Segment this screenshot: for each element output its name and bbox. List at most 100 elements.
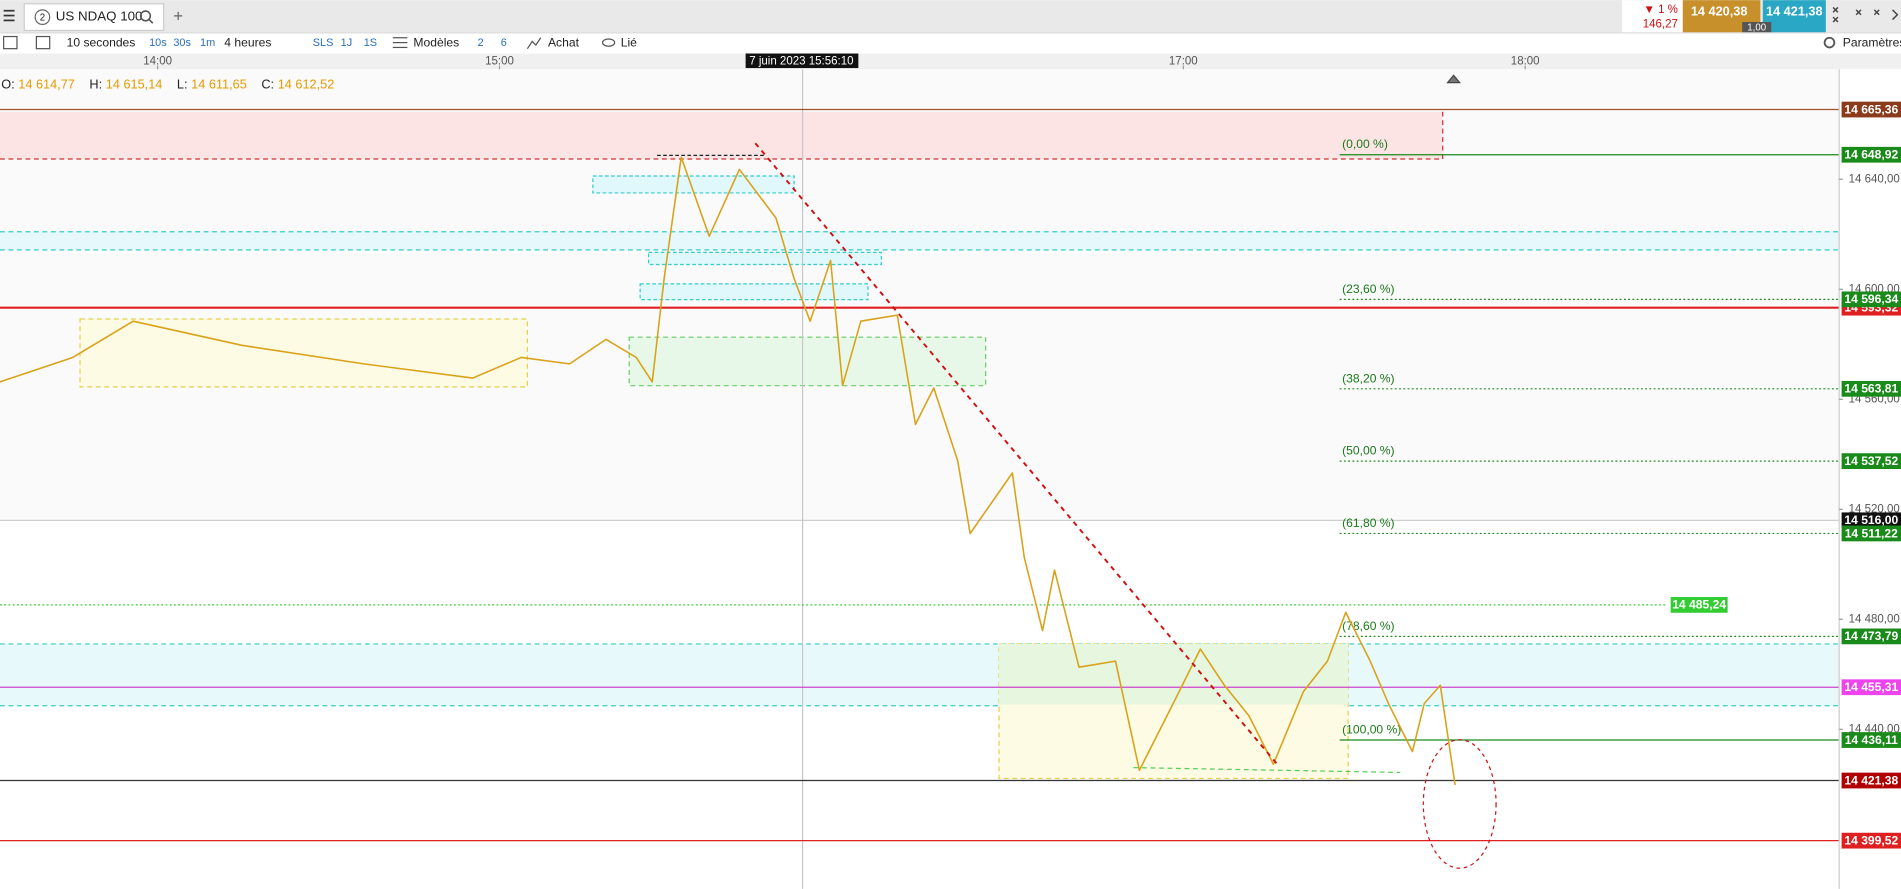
ohlc-label: L: (177, 76, 188, 91)
x-tick-label: 15:00 (485, 55, 514, 67)
price-level-label: 14 596,34 (1844, 292, 1898, 306)
range[interactable]: 4 heures (224, 35, 271, 49)
range-option[interactable]: 1S (364, 37, 377, 49)
settings[interactable]: Paramètres (1843, 35, 1901, 49)
quote-change-box (1622, 0, 1683, 33)
series (0, 156, 1456, 786)
low-marker (1133, 766, 1401, 774)
price-level-label: 14 516,00 (1844, 513, 1898, 527)
price-level-label: 14 436,11 (1845, 733, 1898, 747)
count-option[interactable]: 2 (478, 37, 484, 49)
price-level-label-box (1841, 772, 1901, 789)
tab-title: US NDAQ 100 (56, 9, 143, 24)
ohlc-label: C: (261, 76, 274, 91)
ohlc-value: 14 614,77 (18, 76, 75, 91)
range-box (628, 336, 987, 387)
price-level-label-box (1670, 597, 1728, 613)
cyan-band (0, 643, 1840, 706)
fib-label: (50,00 %) (1342, 444, 1394, 458)
menu-button[interactable] (3, 9, 15, 22)
cyan-box (648, 251, 883, 266)
price-level-label-box (1841, 146, 1901, 163)
resistance-zone (0, 111, 1443, 159)
scroll-marker[interactable] (1446, 74, 1461, 84)
price-level-label-box (1841, 380, 1901, 397)
window-controls[interactable] (1832, 6, 1899, 23)
tab-badge: 2 (40, 12, 45, 23)
price-level-label: 14 399,52 (1844, 833, 1898, 847)
spread-box (1742, 21, 1772, 33)
price-level-label: 14 563,81 (1844, 382, 1898, 396)
ohlc-value: 14 612,52 (278, 76, 335, 91)
order[interactable]: Achat (548, 35, 580, 49)
price-axis (1839, 69, 1901, 889)
count-option[interactable]: 6 (501, 37, 507, 49)
price-level-label-box (1841, 679, 1901, 696)
link-icon[interactable] (601, 38, 616, 47)
crosshair-time-box (745, 53, 859, 69)
order-icon[interactable] (526, 37, 542, 49)
price-level-label-box (1841, 628, 1901, 645)
price-level-label: 14 648,92 (1844, 148, 1898, 162)
interval[interactable]: 10 secondes (67, 35, 136, 49)
time-axis-bar (0, 53, 1901, 70)
price-level-label: 14 473,79 (1844, 629, 1898, 643)
ohlc-value: 14 611,65 (191, 76, 247, 91)
fib-label: (100,00 %) (1342, 723, 1401, 737)
ohlc-readout: O: 14 614,77 H: 14 615,14 L: 14 611,65 C: 14 61… (1, 76, 334, 91)
tab-bar (0, 0, 1901, 33)
price-level-label-box (1841, 732, 1901, 748)
fib-label: (38,20 %) (1342, 371, 1394, 385)
y-tick-label: 14 640,00 (1849, 173, 1900, 185)
buy-button[interactable] (1762, 0, 1826, 33)
interval-option[interactable]: 1m (200, 37, 215, 49)
range-box (998, 643, 1349, 705)
tab-badge-circle (34, 9, 51, 26)
ask-price: 14 421,38 (1766, 4, 1823, 19)
panel-icon[interactable] (3, 35, 18, 50)
toolbar (0, 32, 1901, 54)
fib-label: (0,00 %) (1342, 137, 1388, 151)
range-option[interactable]: 1J (341, 37, 353, 49)
price-level-label: 14 421,38 (1844, 773, 1898, 787)
price-level-label-box (1841, 101, 1901, 118)
annotations (657, 74, 1497, 869)
target-circle (1422, 739, 1497, 869)
layout-icon[interactable] (35, 35, 51, 50)
x-tick-label: 14:00 (143, 55, 172, 67)
x-tick-label: 18:00 (1511, 55, 1540, 67)
plot-area (0, 69, 1840, 889)
add-tab[interactable]: + (173, 7, 183, 26)
price-line (0, 156, 1456, 786)
range-option[interactable]: SLS (313, 37, 334, 49)
cyan-band (0, 231, 1840, 250)
fib-label: (23,60 %) (1342, 282, 1394, 296)
x-tick-label: 17:00 (1169, 55, 1198, 67)
price-level-label: 14 665,36 (1844, 102, 1898, 116)
search-icon[interactable] (139, 10, 154, 24)
price-level-label-box (1841, 525, 1901, 542)
bid-price: 14 420,38 (1691, 4, 1748, 19)
interval-option[interactable]: 10s (149, 37, 167, 49)
y-tick-label: 14 520,00 (1849, 503, 1900, 515)
crosshair-time: 7 juin 2023 15:56:10 (749, 55, 853, 67)
settings-icon[interactable] (1823, 36, 1836, 49)
y-tick-label: 14 480,00 (1849, 613, 1900, 625)
price-level-label: 14 537,52 (1844, 454, 1898, 468)
price-level-label: 14 455,31 (1844, 680, 1898, 694)
link[interactable]: Lié (621, 35, 637, 49)
interval-option[interactable]: 30s (173, 37, 191, 49)
fib-label: (78,60 %) (1342, 619, 1394, 633)
price-level-label-box (1841, 291, 1901, 308)
templates-icon[interactable] (392, 37, 408, 49)
ohlc-value: 14 615,14 (106, 76, 163, 91)
fib-label: (61,80 %) (1342, 516, 1394, 530)
price-level-label-box (1841, 453, 1901, 470)
price-level-label: 14 511,22 (1845, 526, 1898, 540)
templates[interactable]: Modèles (413, 35, 459, 49)
ohlc-label: O: (1, 76, 14, 91)
spread: 1,00 (1747, 23, 1766, 34)
cyan-box (639, 283, 869, 301)
